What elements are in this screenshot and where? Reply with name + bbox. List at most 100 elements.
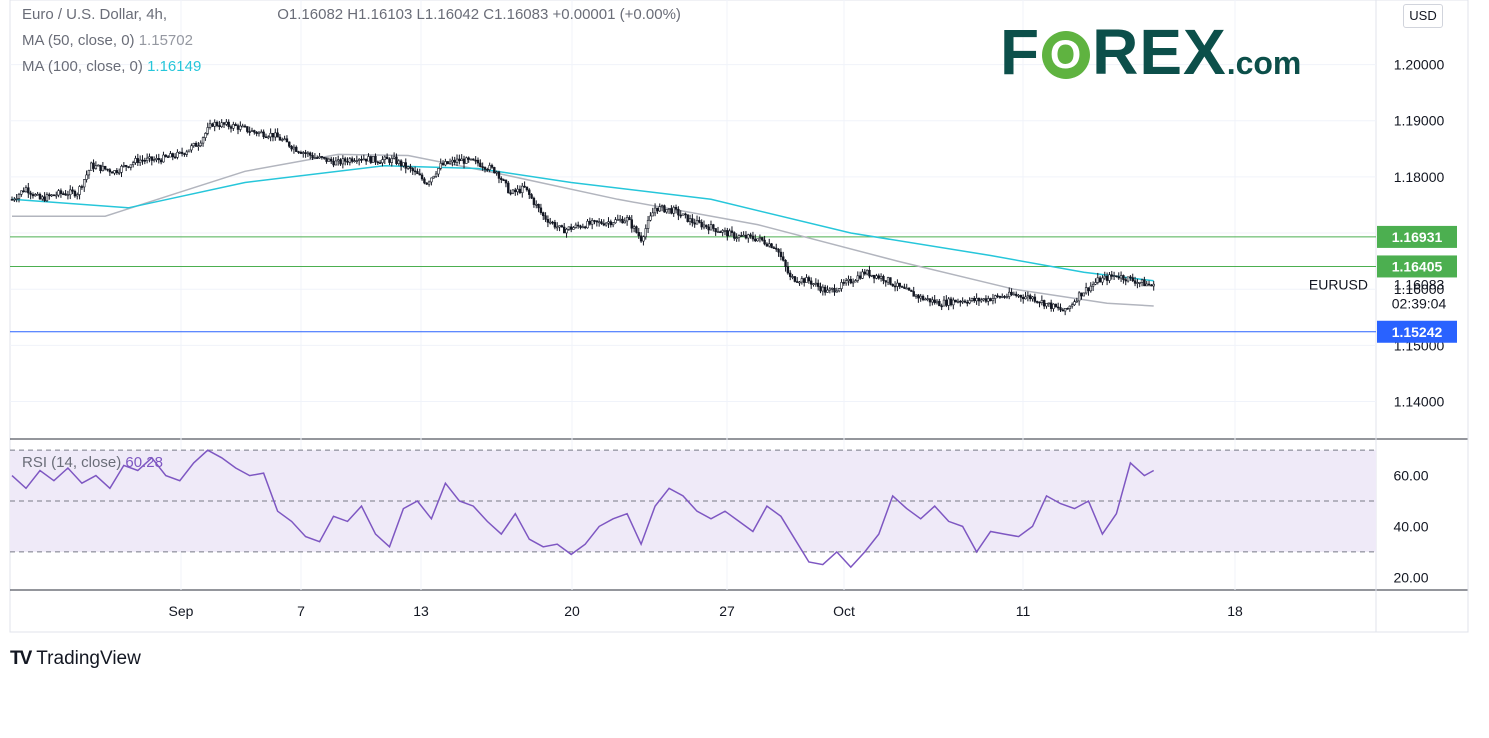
candle-body (779, 251, 783, 258)
candle-body (649, 215, 652, 221)
candle-body (334, 160, 338, 166)
candle-body (749, 234, 752, 237)
candle-body (518, 188, 522, 193)
candle-body (311, 155, 314, 159)
ma100-line (11, 164, 1154, 282)
candle-body (963, 300, 967, 303)
candle-body (211, 123, 214, 127)
candle-body (360, 158, 363, 161)
candle-body (213, 122, 216, 127)
candle-body (786, 266, 790, 274)
candle-body (290, 146, 293, 150)
candle-body (549, 221, 552, 224)
candle-body (194, 143, 198, 147)
rsi-tick-label: 20.00 (1393, 569, 1428, 585)
candle-body (1068, 305, 1072, 309)
candle-body (66, 194, 70, 197)
candle-body (644, 228, 647, 238)
candle-body (327, 158, 331, 162)
ma100-legend[interactable]: MA (100, close, 0) 1.16149 (22, 58, 201, 75)
candle-body (385, 156, 389, 160)
candle-body (796, 281, 799, 283)
candle-body (1077, 292, 1081, 302)
candle-body (225, 121, 228, 125)
last-price-label: 1.16083 (1394, 277, 1445, 293)
candle-body (248, 131, 251, 133)
candle-body (427, 181, 431, 185)
candle-body (726, 230, 729, 237)
candle-body (1131, 277, 1134, 282)
candle-body (376, 161, 380, 164)
candle-body (36, 193, 39, 196)
candle-body (1049, 302, 1053, 309)
candle-body (590, 220, 594, 225)
candle-body (336, 159, 340, 162)
level-tag-label: 1.15242 (1392, 324, 1443, 340)
candle-body (681, 213, 685, 216)
candle-body (444, 161, 447, 166)
candle-body (973, 298, 976, 302)
candle-body (989, 298, 992, 302)
candle-body (441, 163, 445, 166)
candle-body (330, 158, 333, 162)
candle-body (255, 131, 258, 134)
candle-body (94, 165, 98, 169)
currency-button[interactable]: USD (1403, 4, 1443, 28)
candle-body (851, 281, 855, 284)
candle-body (462, 158, 466, 164)
candle-body (898, 282, 901, 287)
candle-body (507, 182, 510, 194)
candle-body (199, 142, 202, 147)
candle-body (835, 290, 839, 293)
candle-body (723, 230, 727, 232)
candle-body (926, 298, 929, 300)
candle-body (309, 152, 312, 156)
tradingview-branding[interactable]: TV TradingView (10, 648, 141, 670)
candle-body (383, 156, 386, 160)
rsi-label: RSI (14, close) (22, 454, 122, 471)
candle-body (169, 153, 172, 158)
candle-body (912, 291, 915, 297)
candle-body (239, 125, 242, 130)
rsi-legend[interactable]: RSI (14, close) 60.28 (22, 454, 163, 471)
candle-body (474, 159, 477, 162)
candle-body (1005, 296, 1009, 298)
candle-body (861, 271, 864, 279)
candle-body (733, 232, 736, 239)
candle-body (162, 154, 165, 163)
candle-body (295, 146, 298, 152)
candle-body (432, 175, 435, 179)
candle-body (907, 287, 911, 291)
candle-body (842, 282, 846, 284)
candle-body (656, 207, 659, 212)
candle-body (1105, 275, 1109, 281)
candle-body (597, 221, 601, 224)
ma50-legend[interactable]: MA (50, close, 0) 1.15702 (22, 32, 193, 49)
candle-body (523, 185, 526, 188)
candle-body (840, 282, 843, 289)
candle-body (942, 299, 946, 307)
candle-body (183, 153, 186, 155)
candle-body (882, 276, 885, 281)
candle-body (558, 225, 561, 228)
candle-body (502, 179, 505, 182)
candle-body (483, 167, 487, 170)
candle-body (1070, 304, 1074, 307)
candle-body (625, 217, 629, 222)
candle-body (691, 218, 694, 224)
candle-body (353, 160, 356, 162)
candle-body (1063, 308, 1067, 312)
candle-body (646, 219, 650, 229)
symbol-title: Euro / U.S. Dollar, 4h, (22, 6, 168, 23)
candle-body (404, 162, 407, 169)
level-tag (1377, 225, 1457, 248)
candle-body (1119, 275, 1123, 279)
candle-body (234, 124, 237, 126)
candle-body (802, 278, 806, 283)
candle-body (940, 305, 943, 308)
ma50-label: MA (50, close, 0) (22, 32, 135, 49)
candle-body (635, 226, 638, 233)
candle-body (313, 157, 317, 159)
